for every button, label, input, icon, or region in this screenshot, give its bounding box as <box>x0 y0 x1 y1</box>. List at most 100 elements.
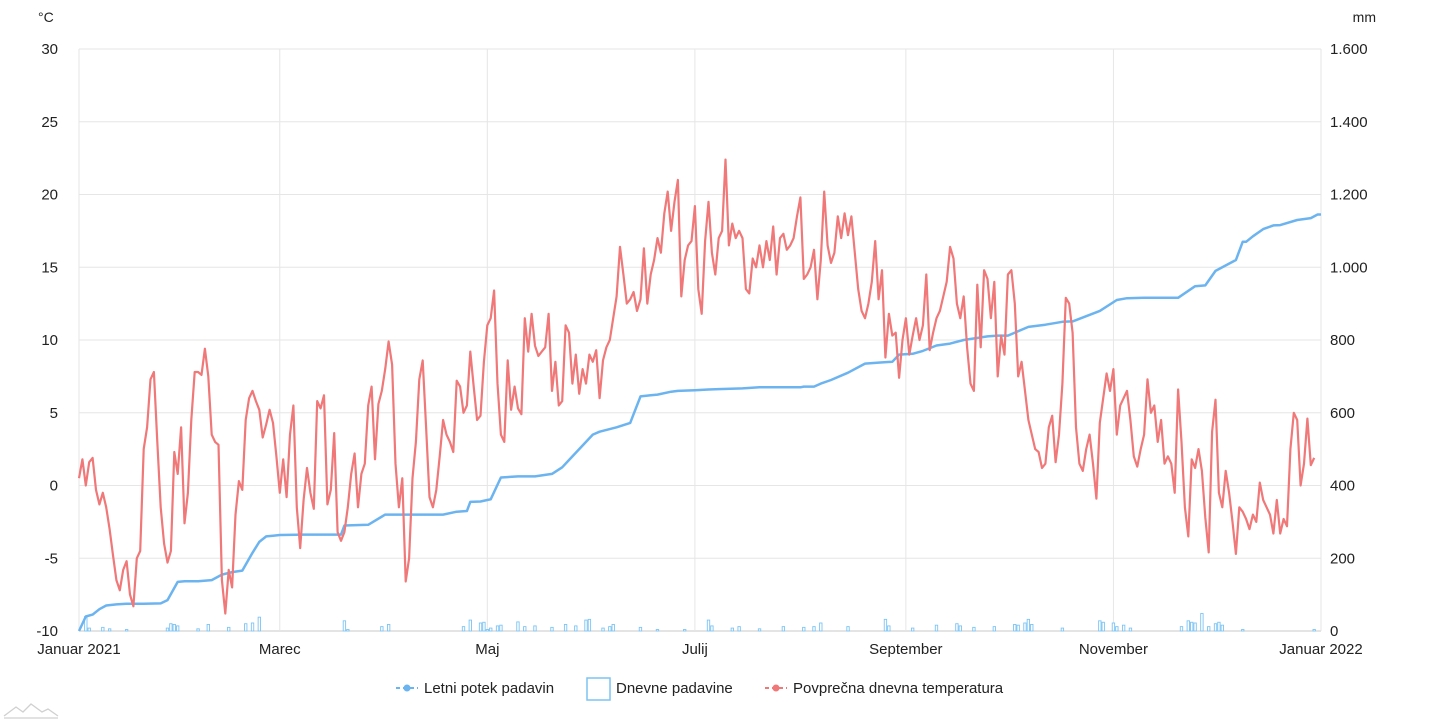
precip-bar <box>227 626 231 632</box>
precip-bar <box>380 626 384 632</box>
precip-bar <box>1217 621 1221 632</box>
precip-bar <box>819 622 823 632</box>
precip-bar <box>955 623 959 632</box>
precip-bar <box>101 626 105 632</box>
precip-bar <box>196 628 200 632</box>
precip-bar <box>1115 626 1119 632</box>
precip-bar <box>1098 620 1102 632</box>
precip-bar <box>934 624 939 632</box>
left-axis-unit: °C <box>38 9 54 25</box>
precip-bar <box>1312 629 1316 632</box>
cumulative-precipitation-line <box>77 213 1321 632</box>
precip-bar <box>495 625 500 632</box>
right-tick-label: 400 <box>1330 478 1355 495</box>
precip-bar <box>812 626 816 632</box>
precip-bar <box>601 627 605 632</box>
precip-bar <box>887 625 891 632</box>
precip-bar <box>1200 613 1204 632</box>
precip-bar <box>1016 624 1020 632</box>
right-axis-unit: mm <box>1353 9 1376 25</box>
precip-bar <box>992 626 996 632</box>
left-tick-label: 30 <box>41 41 58 58</box>
precip-bar <box>250 622 255 632</box>
left-tick-label: 5 <box>50 405 58 422</box>
right-tick-label: 1.600 <box>1330 41 1368 58</box>
precip-bar <box>1190 621 1194 632</box>
left-tick-label: 25 <box>41 114 58 131</box>
precip-bar <box>802 626 806 632</box>
precip-bar <box>846 626 850 632</box>
precip-bar <box>244 623 248 632</box>
temperature-line <box>77 158 1316 615</box>
precip-bar <box>468 619 472 632</box>
precip-bar <box>638 626 643 632</box>
precip-bar <box>781 626 786 632</box>
right-tick-label: 1.000 <box>1330 259 1368 276</box>
precip-bar <box>611 624 615 632</box>
legend-item-average-temperature[interactable]: Povprečna dnevna temperatura <box>765 680 1004 697</box>
precip-bar <box>608 626 612 632</box>
precip-bar <box>1128 627 1133 632</box>
precip-bar <box>172 624 176 632</box>
legend-marker-daily <box>586 677 611 701</box>
precip-bar <box>730 627 734 632</box>
precip-bar <box>342 620 347 632</box>
daily-precipitation-bars <box>84 613 1316 632</box>
precip-bar <box>1013 624 1017 632</box>
precip-bar <box>176 625 180 632</box>
grid-lines <box>78 48 1322 632</box>
precip-bar <box>1023 622 1027 632</box>
precip-bar <box>489 627 493 632</box>
legend-item-daily-precipitation[interactable]: Dnevne padavine <box>586 677 733 701</box>
precip-bar <box>533 625 537 632</box>
precip-bar <box>655 629 660 632</box>
precip-bar <box>206 624 210 632</box>
precip-bar <box>683 629 687 632</box>
precip-bar <box>482 621 486 632</box>
precip-bar <box>1111 622 1116 632</box>
precip-bar <box>574 625 578 632</box>
precip-bar <box>485 629 489 632</box>
precip-bar <box>165 627 170 632</box>
x-tick-label: Julij <box>682 641 708 658</box>
left-tick-label: 10 <box>41 332 58 349</box>
right-tick-label: 1.200 <box>1330 187 1368 204</box>
precip-bar <box>516 621 520 632</box>
precip-bar <box>1220 624 1224 632</box>
precip-bar <box>550 626 554 632</box>
left-tick-label: 0 <box>50 478 58 495</box>
left-tick-label: -10 <box>36 623 58 640</box>
legend-label-average-temperature: Povprečna dnevna temperatura <box>793 680 1004 697</box>
precip-bar <box>710 625 714 632</box>
precip-bar <box>87 627 91 632</box>
precip-bar <box>1207 626 1211 632</box>
x-tick-label: Maj <box>475 641 499 658</box>
precip-bar <box>346 629 350 632</box>
precip-bar <box>124 629 129 632</box>
left-tick-label: 20 <box>41 187 58 204</box>
precip-bar <box>1121 624 1126 632</box>
precip-bar <box>1213 623 1218 632</box>
axes: °C mm 30 1.600 25 1.400 20 1.200 15 1.000 10 800 5… <box>36 9 1376 658</box>
precip-bar <box>107 628 112 632</box>
left-tick-label: -5 <box>45 550 58 567</box>
right-tick-label: 600 <box>1330 405 1355 422</box>
precip-bar <box>883 618 888 632</box>
precip-bar <box>461 626 466 632</box>
legend-item-cumulative-precipitation[interactable]: Letni potek padavin <box>396 680 554 697</box>
precip-bar <box>584 619 588 632</box>
right-tick-label: 0 <box>1330 623 1338 640</box>
x-tick-label: Januar 2021 <box>37 641 120 658</box>
precip-bar <box>499 624 503 632</box>
precip-bar <box>257 616 261 632</box>
precip-bar <box>1186 620 1190 632</box>
precip-bar <box>587 618 592 632</box>
precip-bar <box>1193 622 1197 632</box>
precip-bar <box>737 626 741 632</box>
legend-label-cumulative-precipitation: Letni potek padavin <box>424 680 554 697</box>
precip-bar <box>169 623 173 632</box>
precip-bar <box>1179 626 1184 632</box>
x-tick-label: Marec <box>259 641 301 658</box>
precip-bar <box>523 626 527 632</box>
left-tick-label: 15 <box>41 259 58 276</box>
